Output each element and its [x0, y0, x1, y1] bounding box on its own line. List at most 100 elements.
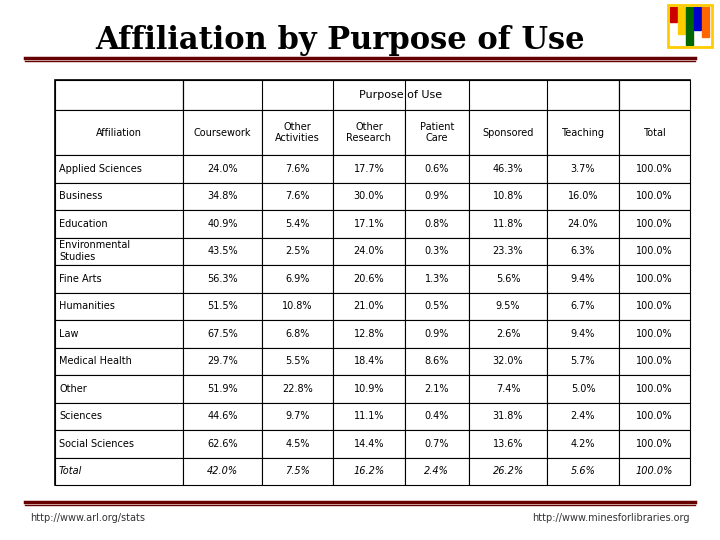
- Text: 2.1%: 2.1%: [425, 384, 449, 394]
- Bar: [618, 110, 690, 155]
- Bar: [702, 7, 709, 37]
- Bar: [694, 7, 701, 30]
- Bar: [469, 110, 547, 155]
- Bar: [262, 183, 333, 210]
- Bar: [184, 348, 262, 375]
- Text: Law: Law: [59, 329, 78, 339]
- Text: 6.7%: 6.7%: [571, 301, 595, 311]
- Bar: [262, 348, 333, 375]
- Text: Applied Sciences: Applied Sciences: [59, 164, 142, 174]
- Text: 0.9%: 0.9%: [425, 329, 449, 339]
- Bar: [618, 80, 690, 110]
- Bar: [262, 293, 333, 320]
- Bar: [405, 348, 469, 375]
- Bar: [686, 7, 693, 45]
- Bar: [405, 155, 469, 183]
- Bar: [55, 348, 184, 375]
- Text: 100.0%: 100.0%: [636, 164, 672, 174]
- Bar: [547, 293, 618, 320]
- Text: 24.0%: 24.0%: [354, 246, 384, 256]
- Text: 20.6%: 20.6%: [354, 274, 384, 284]
- Text: 5.7%: 5.7%: [571, 356, 595, 366]
- Bar: [469, 210, 547, 238]
- Bar: [618, 293, 690, 320]
- Text: http://www.minesforlibraries.org: http://www.minesforlibraries.org: [533, 513, 690, 523]
- Bar: [55, 457, 184, 485]
- Text: 4.5%: 4.5%: [285, 438, 310, 449]
- Text: http://www.arl.org/stats: http://www.arl.org/stats: [30, 513, 145, 523]
- Text: 100.0%: 100.0%: [636, 301, 672, 311]
- Bar: [405, 210, 469, 238]
- Text: 31.8%: 31.8%: [492, 411, 523, 421]
- Bar: [333, 238, 405, 265]
- Bar: [55, 80, 690, 485]
- Bar: [262, 210, 333, 238]
- Text: 51.9%: 51.9%: [207, 384, 238, 394]
- Bar: [184, 210, 262, 238]
- Bar: [547, 183, 618, 210]
- Bar: [618, 210, 690, 238]
- Bar: [547, 348, 618, 375]
- Text: 100.0%: 100.0%: [636, 274, 672, 284]
- Bar: [469, 348, 547, 375]
- Bar: [262, 155, 333, 183]
- Bar: [333, 293, 405, 320]
- Text: 4.2%: 4.2%: [571, 438, 595, 449]
- Bar: [184, 183, 262, 210]
- Bar: [469, 238, 547, 265]
- Text: Social Sciences: Social Sciences: [59, 438, 134, 449]
- Text: 10.9%: 10.9%: [354, 384, 384, 394]
- Bar: [262, 457, 333, 485]
- Text: 0.7%: 0.7%: [425, 438, 449, 449]
- Bar: [405, 110, 469, 155]
- Bar: [405, 430, 469, 457]
- Bar: [618, 348, 690, 375]
- Text: 100.0%: 100.0%: [636, 356, 672, 366]
- Bar: [184, 238, 262, 265]
- Text: 40.9%: 40.9%: [207, 219, 238, 229]
- Text: 100.0%: 100.0%: [636, 246, 672, 256]
- Bar: [55, 265, 184, 293]
- Text: 100.0%: 100.0%: [636, 191, 672, 201]
- Text: 7.4%: 7.4%: [496, 384, 521, 394]
- Bar: [618, 320, 690, 348]
- Bar: [262, 265, 333, 293]
- Bar: [55, 210, 184, 238]
- Text: Affiliation by Purpose of Use: Affiliation by Purpose of Use: [95, 24, 585, 56]
- Text: 0.3%: 0.3%: [425, 246, 449, 256]
- Text: 21.0%: 21.0%: [354, 301, 384, 311]
- Bar: [547, 402, 618, 430]
- Bar: [262, 430, 333, 457]
- Bar: [262, 110, 333, 155]
- Bar: [547, 238, 618, 265]
- Bar: [262, 238, 333, 265]
- Bar: [405, 183, 469, 210]
- Text: 9.4%: 9.4%: [571, 329, 595, 339]
- Bar: [469, 375, 547, 402]
- Bar: [333, 375, 405, 402]
- Text: 26.2%: 26.2%: [492, 466, 523, 476]
- Bar: [405, 265, 469, 293]
- Text: 43.5%: 43.5%: [207, 246, 238, 256]
- Text: 44.6%: 44.6%: [207, 411, 238, 421]
- Text: 62.6%: 62.6%: [207, 438, 238, 449]
- Bar: [55, 430, 184, 457]
- Text: 22.8%: 22.8%: [282, 384, 313, 394]
- Text: 5.0%: 5.0%: [571, 384, 595, 394]
- Bar: [55, 238, 184, 265]
- Bar: [333, 265, 405, 293]
- Bar: [333, 430, 405, 457]
- Bar: [405, 457, 469, 485]
- Text: Environmental
Studies: Environmental Studies: [59, 240, 130, 262]
- Text: 11.8%: 11.8%: [492, 219, 523, 229]
- Bar: [262, 402, 333, 430]
- Bar: [184, 430, 262, 457]
- Bar: [55, 183, 184, 210]
- Bar: [333, 320, 405, 348]
- Text: Sponsored: Sponsored: [482, 127, 534, 138]
- Text: 17.1%: 17.1%: [354, 219, 384, 229]
- Bar: [184, 110, 262, 155]
- Text: 100.0%: 100.0%: [636, 219, 672, 229]
- Bar: [184, 457, 262, 485]
- Bar: [670, 7, 677, 22]
